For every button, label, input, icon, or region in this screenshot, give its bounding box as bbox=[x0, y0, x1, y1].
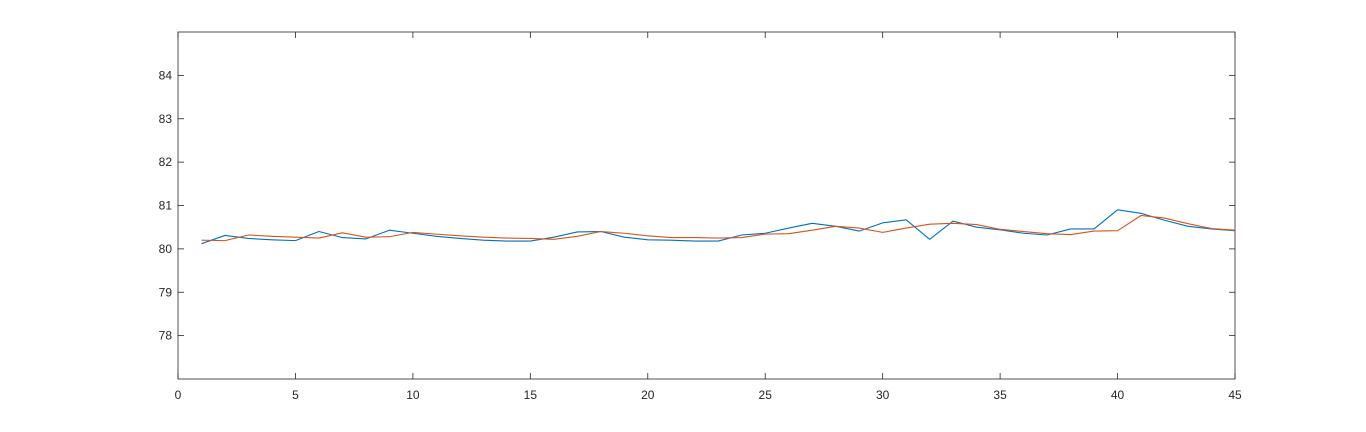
y-tick-label: 84 bbox=[159, 68, 173, 82]
y-tick-label: 78 bbox=[159, 329, 173, 343]
tick-labels: 0 5 10 15 20 25 30 35 40 45 78 79 80 81 82 83 84 bbox=[159, 68, 1242, 402]
x-tick-label: 5 bbox=[292, 388, 299, 402]
x-tick-label: 30 bbox=[876, 388, 890, 402]
x-tick-label: 0 bbox=[175, 388, 182, 402]
x-tick-label: 25 bbox=[759, 388, 773, 402]
y-tick-label: 83 bbox=[159, 112, 173, 126]
plot-box bbox=[177, 31, 1236, 380]
y-tick-label: 80 bbox=[159, 242, 173, 256]
x-tick-label: 45 bbox=[1228, 388, 1242, 402]
x-tick-label: 15 bbox=[524, 388, 538, 402]
x-tick-label: 20 bbox=[641, 388, 655, 402]
y-tick-label: 81 bbox=[159, 199, 173, 213]
series-line-2 bbox=[201, 214, 1236, 242]
series-line-1 bbox=[201, 209, 1236, 245]
x-tick-label: 40 bbox=[1111, 388, 1125, 402]
y-tick-label: 82 bbox=[159, 155, 173, 169]
x-tick-label: 10 bbox=[406, 388, 420, 402]
x-tick-label: 35 bbox=[993, 388, 1007, 402]
plot-series bbox=[201, 209, 1236, 245]
y-tick-label: 79 bbox=[159, 285, 173, 299]
axes bbox=[177, 31, 1236, 380]
